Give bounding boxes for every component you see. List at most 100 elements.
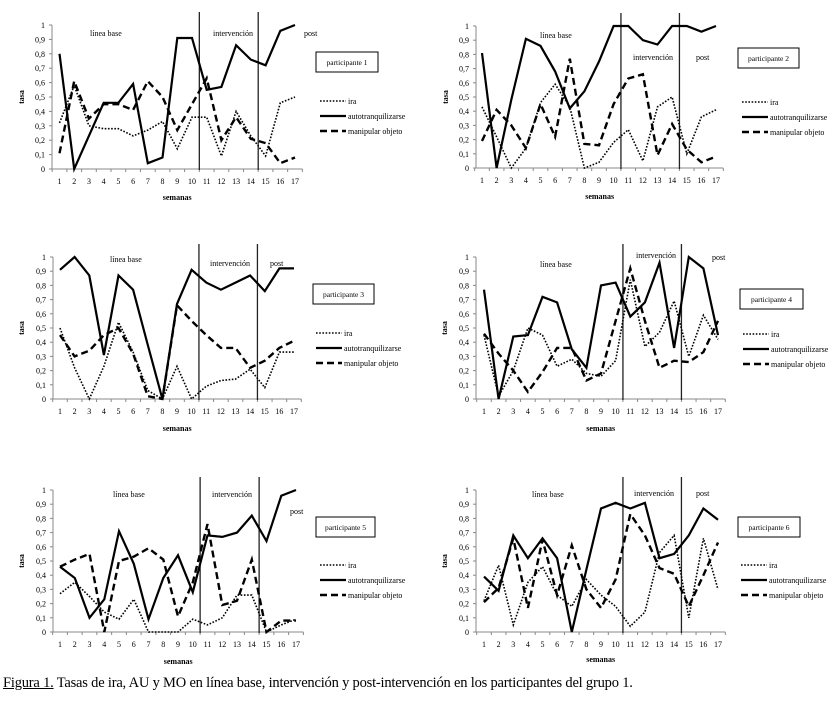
phase-label-2: intervención: [212, 490, 252, 499]
participant-box: [737, 47, 800, 69]
x-tick-label: 7: [147, 640, 151, 649]
y-tick-label: 0,5: [459, 324, 469, 333]
x-tick-label: 1: [58, 407, 62, 416]
x-tick-label: 1: [58, 177, 62, 186]
y-tick-label: 0,2: [459, 600, 469, 609]
x-tick-label: 15: [263, 640, 271, 649]
x-tick-label: 2: [73, 640, 77, 649]
chart-title: participante 1: [326, 58, 367, 67]
series-line-manipular-objeto: [58, 75, 296, 165]
x-tick-label: 16: [699, 640, 707, 649]
y-tick-label: 0,5: [35, 93, 45, 102]
chart-title: participante 4: [751, 295, 792, 304]
x-tick-label: 11: [624, 176, 632, 185]
x-tick-label: 5: [539, 176, 543, 185]
x-tick-label: 5: [117, 407, 121, 416]
x-axis-title: semanas: [585, 192, 614, 201]
y-tick-label: 0,1: [459, 614, 469, 623]
phase-label-2: intervención: [636, 251, 676, 260]
legend: ira autotranquilizarse manipular objeto: [320, 97, 406, 136]
y-tick-label: 0,6: [459, 310, 469, 319]
phase-label-3: post: [696, 489, 710, 498]
y-tick-label: 0,4: [36, 571, 46, 580]
legend-label: autotranquilizarse: [348, 112, 406, 121]
y-tick-label: 0,8: [459, 50, 469, 59]
x-tick-label: 4: [102, 177, 106, 186]
x-tick-label: 12: [217, 177, 225, 186]
legend-label: autotranquilizarse: [770, 113, 828, 122]
y-tick-label: 0,5: [36, 324, 46, 333]
chart-title: participante 2: [748, 54, 789, 63]
legend-label: manipular objeto: [348, 591, 402, 600]
y-tick-label: 0,1: [36, 381, 46, 390]
y-tick-label: 0: [42, 628, 46, 637]
y-tick-label: 0: [465, 628, 469, 637]
series-line-autotranquilizarse: [59, 255, 294, 400]
participant-box: [737, 516, 801, 538]
x-tick-label: 4: [102, 640, 106, 649]
x-tick-label: 12: [218, 640, 226, 649]
x-tick-label: 15: [683, 176, 691, 185]
phase-label-1: línea base: [110, 255, 142, 264]
y-tick-label: 0,6: [35, 79, 45, 88]
x-tick-label: 3: [88, 640, 92, 649]
x-tick-label: 8: [584, 640, 588, 649]
x-tick-label: 15: [261, 407, 269, 416]
y-tick-label: 0,4: [459, 571, 469, 580]
x-tick-label: 1: [58, 640, 62, 649]
x-tick-label: 9: [599, 407, 603, 416]
y-axis-title: tasa: [441, 90, 450, 104]
series-line-autotranquilizarse: [58, 23, 296, 174]
x-tick-label: 3: [87, 407, 91, 416]
y-tick-label: 0: [465, 395, 469, 404]
series-line-manipular-objeto: [480, 58, 717, 164]
chart-panel-4: 00,10,20,30,40,50,60,70,80,911 2 3 4 5 6 7 8 9 10…: [440, 244, 829, 433]
x-tick-label: 10: [610, 176, 618, 185]
y-tick-label: 0,3: [36, 585, 46, 594]
legend: ira autotranquilizarse manipular objeto: [742, 98, 828, 137]
y-axis-title: tasa: [440, 554, 449, 568]
legend: ira autotranquilizarse manipular objeto: [316, 329, 402, 368]
y-tick-label: 1: [42, 486, 46, 495]
chart-panel-5: 00,10,20,30,40,50,60,70,80,911 2 3 4 5 6 7 8 9 10…: [17, 477, 406, 666]
y-tick-label: 0,1: [36, 614, 46, 623]
y-tick-label: 0,6: [36, 310, 46, 319]
legend-label: ira: [348, 561, 357, 570]
x-tick-label: 12: [217, 407, 225, 416]
y-tick-label: 0,5: [459, 557, 469, 566]
x-tick-label: 8: [584, 407, 588, 416]
y-tick-label: 0,2: [459, 136, 469, 145]
x-tick-label: 15: [685, 640, 693, 649]
x-tick-label: 9: [599, 640, 603, 649]
y-tick-label: 0,9: [35, 35, 45, 44]
x-tick-label: 6: [555, 407, 559, 416]
x-tick-label: 13: [654, 176, 662, 185]
phase-label-3: post: [696, 53, 710, 62]
x-axis-title: semanas: [163, 193, 192, 202]
y-tick-label: 0,9: [36, 500, 46, 509]
x-tick-label: 5: [117, 640, 121, 649]
legend-label: autotranquilizarse: [771, 345, 829, 354]
x-axis-title: semanas: [164, 657, 193, 666]
y-tick-label: 0,6: [36, 543, 46, 552]
x-tick-label: 3: [511, 640, 515, 649]
y-tick-label: 1: [465, 253, 469, 262]
phase-label-3: post: [270, 259, 284, 268]
x-tick-label: 6: [131, 407, 135, 416]
y-tick-label: 0,8: [36, 514, 46, 523]
x-tick-label: 4: [524, 176, 528, 185]
legend-label: ira: [344, 329, 353, 338]
y-tick-label: 1: [42, 253, 46, 262]
x-tick-label: 10: [188, 407, 196, 416]
series-line-manipular-objeto: [483, 511, 720, 611]
legend-label: manipular objeto: [771, 360, 825, 369]
x-tick-label: 16: [699, 407, 707, 416]
legend-label: autotranquilizarse: [344, 344, 402, 353]
x-tick-label: 2: [495, 176, 499, 185]
legend-label: manipular objeto: [769, 591, 823, 600]
y-tick-label: 0,7: [459, 296, 469, 305]
series-line-manipular-objeto: [483, 263, 720, 394]
x-tick-label: 14: [670, 407, 678, 416]
x-tick-label: 6: [131, 177, 135, 186]
